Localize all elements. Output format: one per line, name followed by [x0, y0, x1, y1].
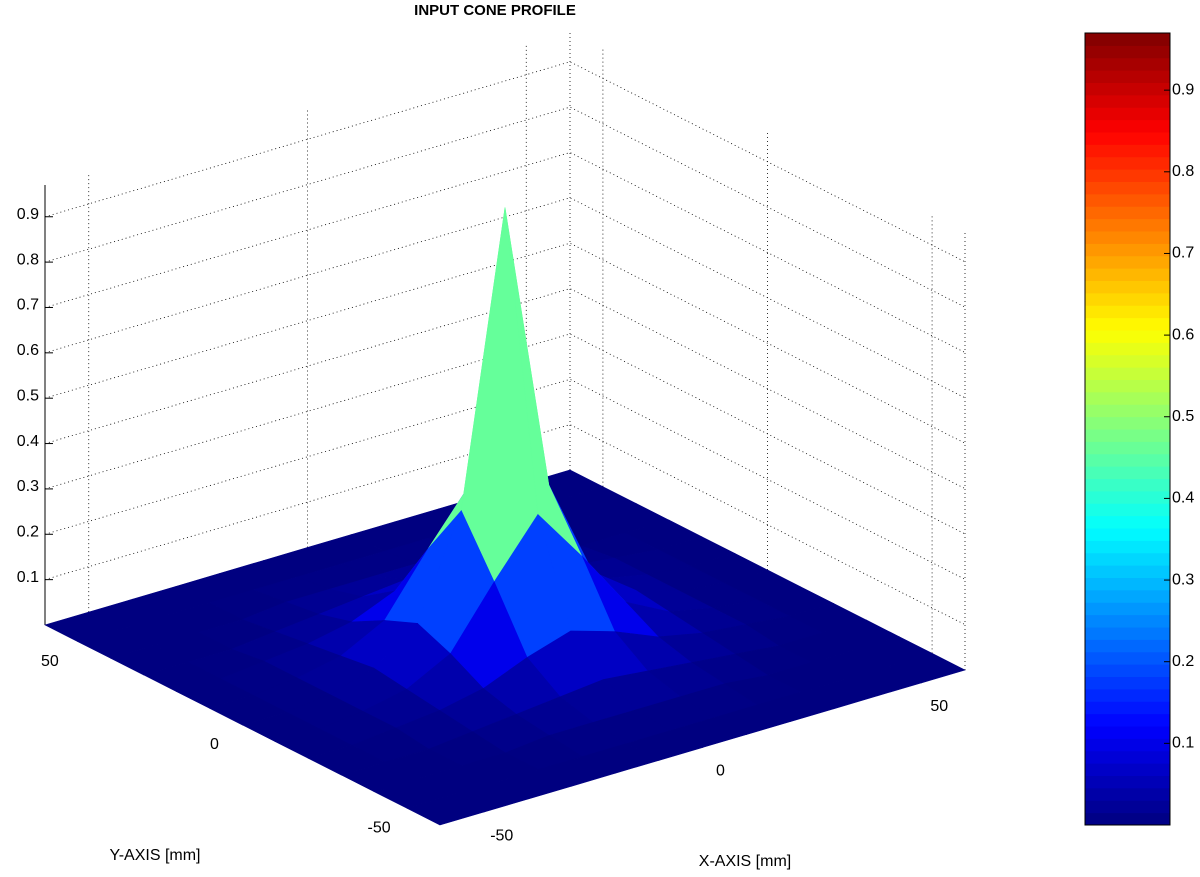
y-tick-label: -50 [368, 820, 391, 837]
colorbar-band [1085, 639, 1170, 653]
colorbar-band [1085, 107, 1170, 121]
z-tick-label: 0.2 [17, 523, 39, 540]
colorbar-band [1085, 57, 1170, 71]
colorbar-band [1085, 255, 1170, 269]
colorbar-band [1085, 614, 1170, 628]
colorbar-band [1085, 317, 1170, 331]
y-tick-label: 0 [210, 736, 219, 753]
colorbar-band [1085, 354, 1170, 368]
colorbar-band [1085, 701, 1170, 715]
colorbar-band [1085, 812, 1170, 826]
colorbar-band [1085, 726, 1170, 739]
colorbar-band [1085, 565, 1170, 578]
colorbar-band [1085, 268, 1170, 281]
colorbar-band [1085, 627, 1170, 640]
colorbar-band [1085, 70, 1170, 83]
colorbar-band [1085, 676, 1170, 690]
colorbar-band [1085, 416, 1170, 430]
colorbar-tick-label: 0.1 [1172, 735, 1194, 752]
colorbar-band [1085, 45, 1170, 59]
x-tick-label: 50 [930, 698, 948, 715]
colorbar-band [1085, 651, 1170, 665]
colorbar-band [1085, 181, 1170, 195]
z-tick-label: 0.1 [17, 569, 39, 586]
z-tick-label: 0.8 [17, 251, 39, 268]
colorbar-band [1085, 94, 1170, 108]
colorbar-tick-label: 0.6 [1172, 326, 1194, 343]
colorbar-band [1085, 119, 1170, 133]
z-tick-label: 0.6 [17, 342, 39, 359]
colorbar-band [1085, 713, 1170, 727]
colorbar-band [1085, 787, 1170, 801]
colorbar-tick-label: 0.4 [1172, 490, 1194, 507]
colorbar-tick-label: 0.7 [1172, 245, 1194, 262]
colorbar-band [1085, 602, 1170, 616]
colorbar-band [1085, 577, 1170, 591]
colorbar-band [1085, 330, 1170, 343]
colorbar-band [1085, 342, 1170, 356]
colorbar-band [1085, 800, 1170, 814]
colorbar-band [1085, 367, 1170, 380]
colorbar-band [1085, 292, 1170, 306]
colorbar-band [1085, 528, 1170, 541]
colorbar-band [1085, 33, 1170, 46]
colorbar-band [1085, 664, 1170, 677]
colorbar-band [1085, 552, 1170, 566]
colorbar-band [1085, 688, 1170, 702]
z-tick-label: 0.9 [17, 206, 39, 223]
z-tick-label: 0.5 [17, 387, 39, 404]
colorbar-band [1085, 540, 1170, 554]
colorbar-band [1085, 231, 1170, 244]
colorbar-band [1085, 589, 1170, 603]
colorbar-band [1085, 750, 1170, 764]
colorbar-band [1085, 763, 1170, 776]
y-tick-label: 50 [41, 653, 59, 670]
colorbar-band [1085, 441, 1170, 455]
z-tick-label: 0.3 [17, 478, 39, 495]
colorbar-band [1085, 503, 1170, 517]
colorbar-frame [1084, 32, 1171, 826]
colorbar-band [1085, 218, 1170, 232]
y-axis-label: Y-AXIS [mm] [110, 847, 201, 864]
chart-title: INPUT CONE PROFILE [414, 2, 576, 19]
colorbar-band [1085, 490, 1170, 504]
colorbar-band [1085, 391, 1170, 405]
colorbar-band [1085, 515, 1170, 529]
colorbar-tick-label: 0.8 [1172, 163, 1194, 180]
z-tick-label: 0.7 [17, 297, 39, 314]
colorbar-band [1085, 206, 1170, 220]
x-tick-label: 0 [716, 763, 725, 780]
colorbar-band [1085, 379, 1170, 393]
x-tick-label: -50 [490, 827, 513, 844]
colorbar-tick-label: 0.9 [1172, 81, 1194, 98]
colorbar-tick-label: 0.3 [1172, 571, 1194, 588]
colorbar-band [1085, 156, 1170, 170]
colorbar-band [1085, 429, 1170, 442]
colorbar-band [1085, 305, 1170, 319]
colorbar-band [1085, 466, 1170, 479]
z-tick-label: 0.4 [17, 433, 39, 450]
colorbar-band [1085, 169, 1170, 182]
colorbar-band [1085, 82, 1170, 96]
colorbar-band [1085, 144, 1170, 158]
surface-patch [406, 795, 485, 826]
colorbar-band [1085, 193, 1170, 207]
colorbar-band [1085, 738, 1170, 752]
colorbar-band [1085, 243, 1170, 257]
colorbar-tick-label: 0.2 [1172, 653, 1194, 670]
colorbar-band [1085, 478, 1170, 492]
colorbar-tick-label: 0.5 [1172, 408, 1194, 425]
x-axis-label: X-AXIS [mm] [699, 853, 791, 870]
colorbar-band [1085, 453, 1170, 467]
colorbar-band [1085, 775, 1170, 789]
colorbar-band [1085, 404, 1170, 418]
colorbar-band [1085, 280, 1170, 294]
colorbar-band [1085, 132, 1170, 145]
